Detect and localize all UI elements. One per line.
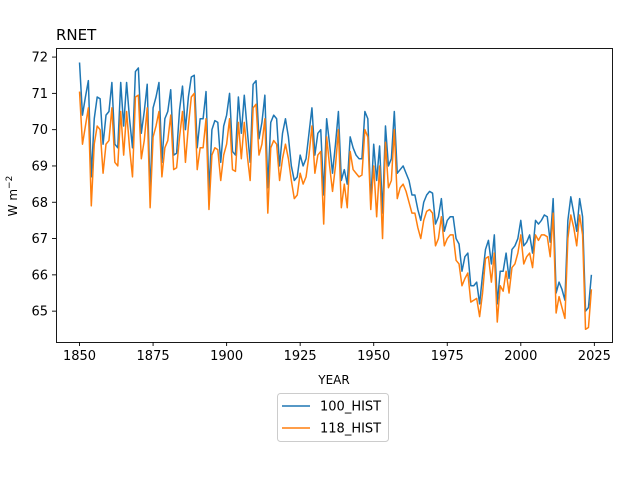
legend-label-118_HIST: 118_HIST (320, 422, 381, 437)
y-tick-label: 72 (31, 51, 48, 66)
y-tick-label: 67 (31, 232, 48, 247)
x-tick-label: 2000 (504, 349, 537, 364)
x-tick-label: 1875 (137, 349, 170, 364)
y-tick-label: 66 (31, 268, 48, 283)
y-axis-label-base: W m (6, 189, 20, 216)
x-axis-ticks: 1850 1875 1900 1925 1950 1975 2000 2025 (63, 342, 611, 364)
series-line-118_HIST (78, 91, 593, 331)
plot-frame (56, 48, 613, 343)
legend-label-100_HIST: 100_HIST (320, 400, 381, 415)
x-axis-label: YEAR (317, 373, 349, 387)
y-axis-label-exponent: −2 (5, 176, 15, 189)
series-line-100_HIST (78, 62, 593, 312)
y-tick-label: 71 (31, 87, 48, 102)
chart-title: RNET (56, 26, 97, 44)
x-tick-label: 1975 (431, 349, 464, 364)
y-tick-label: 68 (31, 196, 48, 211)
x-tick-label: 1850 (63, 349, 96, 364)
y-tick-label: 65 (31, 305, 48, 320)
legend: 100_HIST 118_HIST (277, 393, 389, 442)
x-tick-label: 2025 (578, 349, 611, 364)
x-tick-label: 1925 (284, 349, 317, 364)
x-tick-label: 1950 (357, 349, 390, 364)
series-lines (78, 62, 593, 331)
x-tick-label: 1900 (210, 349, 243, 364)
y-tick-label: 70 (31, 123, 48, 138)
y-axis-ticks: 65 66 67 68 69 70 71 72 (31, 51, 56, 320)
y-axis-label: W m−2 (5, 176, 20, 217)
y-tick-label: 69 (31, 159, 48, 174)
